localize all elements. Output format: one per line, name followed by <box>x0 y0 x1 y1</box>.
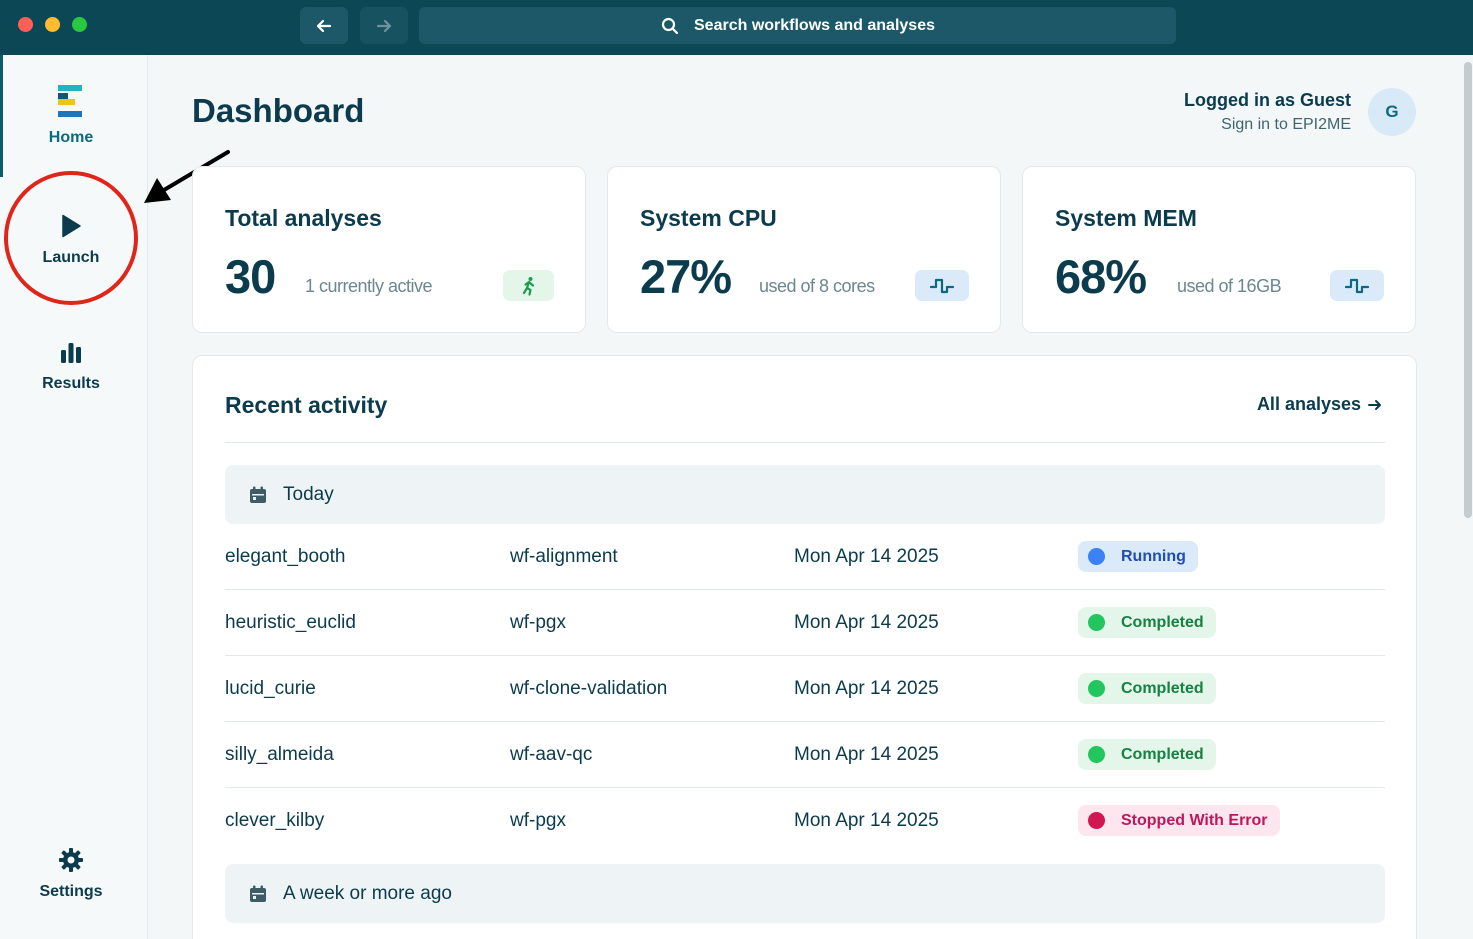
stat-card-value: 27% <box>640 250 732 303</box>
all-analyses-label: All analyses <box>1256 394 1361 414</box>
status-badge: Running <box>1078 541 1198 572</box>
active-chip <box>503 270 554 301</box>
sidebar-item-settings[interactable]: Settings <box>0 847 142 901</box>
calendar-icon <box>250 486 266 503</box>
stat-card-value: 30 <box>225 250 276 303</box>
group-header-week-ago: A week or more ago <box>225 864 1385 923</box>
back-button[interactable] <box>300 7 348 44</box>
status-dot <box>1088 548 1105 565</box>
analysis-date: Mon Apr 14 2025 <box>794 810 939 831</box>
recent-activity-panel: Recent activity All analyses Today elega… <box>192 355 1417 939</box>
sidebar-item-results[interactable]: Results <box>0 341 142 393</box>
analysis-name: silly_almeida <box>225 744 334 765</box>
stat-card-subtitle: used of 16GB <box>1177 276 1282 296</box>
page-title: Dashboard <box>192 92 365 129</box>
stat-card-title: Total analyses <box>225 205 382 231</box>
cpu-chip <box>915 270 969 301</box>
status-label: Running <box>1121 547 1186 565</box>
sidebar-label-home: Home <box>48 129 94 146</box>
zoom-window-button[interactable] <box>72 17 87 32</box>
sidebar-item-home[interactable]: Home <box>0 85 142 147</box>
analysis-name: clever_kilby <box>225 810 325 831</box>
active-indicator <box>0 55 3 177</box>
search-icon <box>661 17 679 34</box>
status-badge: Stopped With Error <box>1078 805 1280 836</box>
workflow-name: wf-alignment <box>510 546 618 567</box>
table-row[interactable]: clever_kilby wf-pgx Mon Apr 14 2025 Stop… <box>225 788 1385 854</box>
running-person-icon <box>522 276 534 296</box>
table-row[interactable]: lucid_curie wf-clone-validation Mon Apr … <box>225 656 1385 722</box>
analysis-name: elegant_booth <box>225 546 346 567</box>
status-badge: Completed <box>1078 607 1216 638</box>
arrow-right-icon <box>376 19 392 32</box>
workflow-name: wf-pgx <box>510 810 566 831</box>
analysis-name: heuristic_euclid <box>225 612 356 633</box>
calendar-icon <box>250 885 266 902</box>
stat-card-title: System CPU <box>640 205 777 231</box>
close-window-button[interactable] <box>18 17 33 32</box>
status-badge: Completed <box>1078 739 1216 770</box>
table-row[interactable]: heuristic_euclid wf-pgx Mon Apr 14 2025 … <box>225 590 1385 656</box>
analysis-date: Mon Apr 14 2025 <box>794 678 939 699</box>
gear-icon <box>59 848 83 872</box>
stat-card-system-mem: System MEM 68% used of 16GB <box>1022 166 1416 333</box>
status-dot <box>1088 614 1105 631</box>
status-label: Completed <box>1121 679 1204 697</box>
avatar[interactable]: G <box>1368 88 1416 136</box>
search-placeholder: Search workflows and analyses <box>694 16 935 34</box>
status-label: Stopped With Error <box>1121 811 1268 829</box>
sign-in-link[interactable]: Sign in to EPI2ME <box>1221 116 1351 133</box>
arrow-left-icon <box>316 19 332 32</box>
minimize-window-button[interactable] <box>45 17 60 32</box>
bar-chart-icon <box>61 343 81 363</box>
recent-activity-title: Recent activity <box>225 392 388 418</box>
stat-card-subtitle: used of 8 cores <box>759 276 875 296</box>
group-header-today: Today <box>225 465 1385 524</box>
user-info: Logged in as Guest Sign in to EPI2ME <box>1184 90 1351 134</box>
arrow-right-icon <box>1368 399 1381 410</box>
scrollbar[interactable] <box>1464 62 1472 518</box>
status-badge: Completed <box>1078 673 1216 704</box>
epi2me-logo-icon <box>58 85 82 117</box>
stat-card-subtitle: 1 currently active <box>305 276 433 296</box>
analysis-name: lucid_curie <box>225 678 316 699</box>
sidebar-label-results: Results <box>42 375 100 392</box>
stat-card-title: System MEM <box>1055 205 1197 231</box>
status-label: Completed <box>1121 745 1204 763</box>
analysis-date: Mon Apr 14 2025 <box>794 744 939 765</box>
status-dot <box>1088 680 1105 697</box>
group-label: A week or more ago <box>283 882 452 904</box>
status-label: Completed <box>1121 613 1204 631</box>
stat-card-value: 68% <box>1055 250 1147 303</box>
pulse-icon <box>1345 278 1369 293</box>
status-dot <box>1088 812 1105 829</box>
stat-card-total-analyses: Total analyses 30 1 currently active <box>192 166 586 333</box>
workflow-name: wf-aav-qc <box>510 744 593 765</box>
stat-card-system-cpu: System CPU 27% used of 8 cores <box>607 166 1001 333</box>
search-bar[interactable]: Search workflows and analyses <box>419 7 1176 44</box>
annotation-circle <box>4 171 138 305</box>
table-row[interactable]: silly_almeida wf-aav-qc Mon Apr 14 2025 … <box>225 722 1385 788</box>
pulse-icon <box>930 278 954 293</box>
table-row[interactable]: elegant_booth wf-alignment Mon Apr 14 20… <box>225 524 1385 590</box>
analysis-date: Mon Apr 14 2025 <box>794 546 939 567</box>
analysis-date: Mon Apr 14 2025 <box>794 612 939 633</box>
forward-button[interactable] <box>360 7 408 44</box>
login-status: Logged in as Guest <box>1183 90 1351 110</box>
mem-chip <box>1330 270 1384 301</box>
status-dot <box>1088 746 1105 763</box>
workflow-name: wf-pgx <box>510 612 566 633</box>
sidebar-label-settings: Settings <box>39 883 103 900</box>
workflow-name: wf-clone-validation <box>510 678 668 699</box>
divider <box>225 442 1385 443</box>
all-analyses-link[interactable]: All analyses <box>1257 394 1383 415</box>
group-label: Today <box>283 483 334 505</box>
title-bar: Search workflows and analyses <box>0 0 1473 55</box>
